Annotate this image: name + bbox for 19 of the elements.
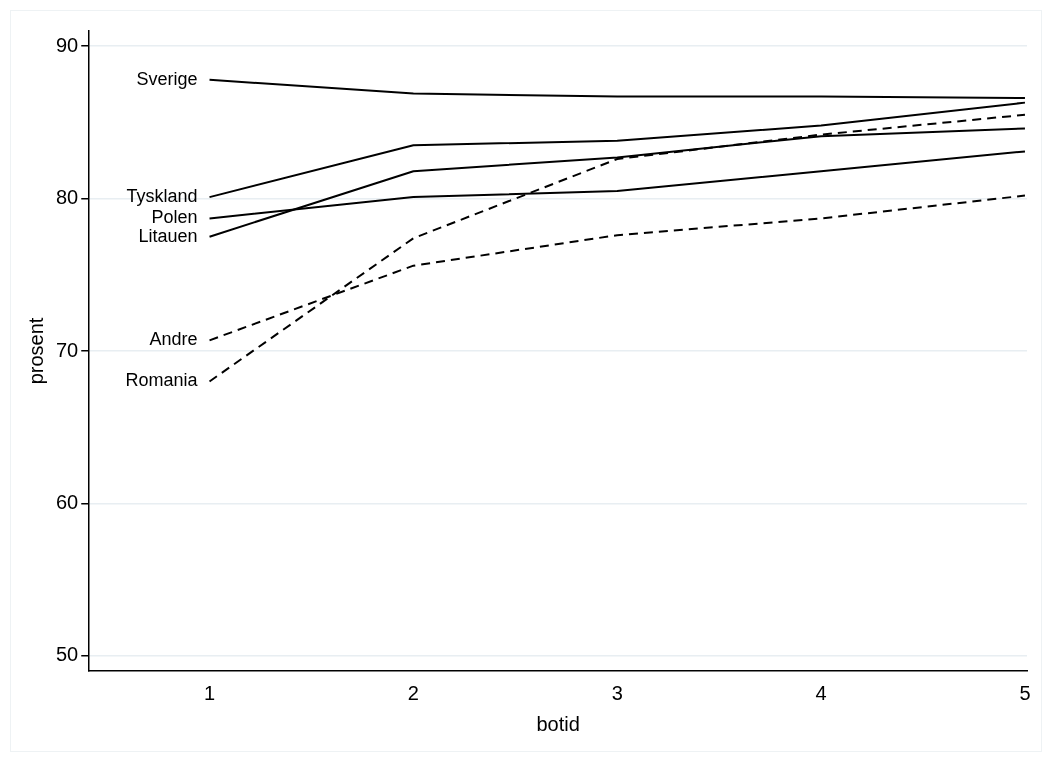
series-label: Polen bbox=[151, 207, 198, 228]
x-tick-label: 3 bbox=[611, 681, 623, 704]
y-tick-label: 60 bbox=[56, 490, 79, 513]
y-tick-label: 80 bbox=[56, 186, 79, 209]
y-tick-label: 70 bbox=[56, 338, 79, 361]
x-tick-label: 5 bbox=[1019, 681, 1031, 704]
series-label: Sverige bbox=[136, 68, 198, 89]
x-tick-label: 4 bbox=[815, 681, 827, 704]
x-axis-title: botid bbox=[536, 712, 580, 735]
line-series bbox=[208, 113, 1026, 383]
series-label: Litauen bbox=[138, 225, 198, 246]
series-label: Tyskland bbox=[126, 186, 198, 207]
y-axis-title: prosent bbox=[24, 317, 47, 385]
series-label: Romania bbox=[125, 370, 199, 391]
y-tick-label: 50 bbox=[56, 643, 79, 666]
series-label: Andre bbox=[149, 329, 198, 350]
x-tick-label: 1 bbox=[203, 681, 216, 704]
y-tick-label: 90 bbox=[56, 33, 79, 56]
x-tick-label: 2 bbox=[407, 681, 419, 704]
